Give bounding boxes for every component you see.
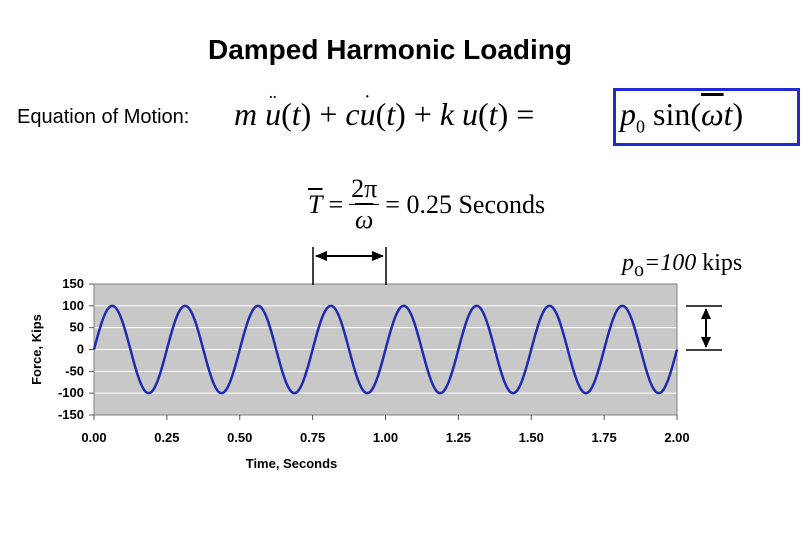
y-tick-label: 100: [62, 298, 84, 313]
x-tick-labels: 0.00 0.25 0.50 0.75 1.00 1.25 1.50 1.75 2.00: [81, 415, 690, 445]
x-tick-label: 2.00: [664, 430, 689, 445]
x-tick-label: 1.75: [591, 430, 616, 445]
period-dimension-arrow: [312, 247, 387, 285]
equation-of-motion-label: Equation of Motion:: [17, 106, 190, 128]
y-tick-label: -50: [65, 363, 84, 378]
x-tick-label: 1.50: [519, 430, 544, 445]
damping-symbol: c: [345, 96, 360, 132]
y-tick-label: 0: [77, 342, 84, 357]
y-tick-labels: 150 100 50 0 -50 -100 -150: [58, 276, 94, 422]
acceleration-term: ¨ u: [265, 90, 282, 132]
x-tick-label: 1.00: [373, 430, 398, 445]
y-tick-label: 50: [70, 320, 84, 335]
slide-title: Damped Harmonic Loading: [207, 34, 573, 65]
amplitude-dimension-arrow: [686, 305, 722, 351]
y-tick-label: -100: [58, 385, 84, 400]
dot-accent: ˙: [363, 90, 371, 115]
load-highlight-box: [613, 88, 800, 146]
stiffness-symbol: k: [439, 96, 455, 132]
x-tick-label: 0.75: [300, 430, 325, 445]
x-tick-label: 0.50: [227, 430, 252, 445]
load-frequency-symbol: ω: [701, 96, 724, 132]
double-dot-accent: ¨: [269, 90, 277, 115]
x-tick-label: 0.00: [81, 430, 106, 445]
period-value: = 0.25 Seconds: [385, 189, 546, 219]
harmonic-load-term: p0 sin(ωt): [620, 96, 744, 137]
x-tick-label: 0.25: [154, 430, 179, 445]
x-axis-label: Time, Seconds: [246, 456, 338, 471]
y-tick-label: -150: [58, 407, 84, 422]
y-axis-label: Force, Kips: [29, 314, 44, 385]
period-fraction: 2π ω: [349, 174, 380, 234]
x-tick-label: 1.25: [446, 430, 471, 445]
mass-symbol: m: [234, 96, 258, 132]
series-line-force: [92, 304, 679, 395]
equation-of-motion: m ¨ u(t) + c ˙ u(t) + k u(t) =: [234, 90, 535, 132]
period-equation: T = 2π ω = 0.25 Seconds: [308, 174, 546, 234]
velocity-term: ˙ u: [359, 90, 376, 132]
amplitude-annotation: po=100 kips: [622, 250, 743, 281]
period-symbol: T: [308, 189, 323, 219]
y-tick-label: 150: [62, 276, 84, 291]
displacement-term: u: [462, 96, 479, 132]
